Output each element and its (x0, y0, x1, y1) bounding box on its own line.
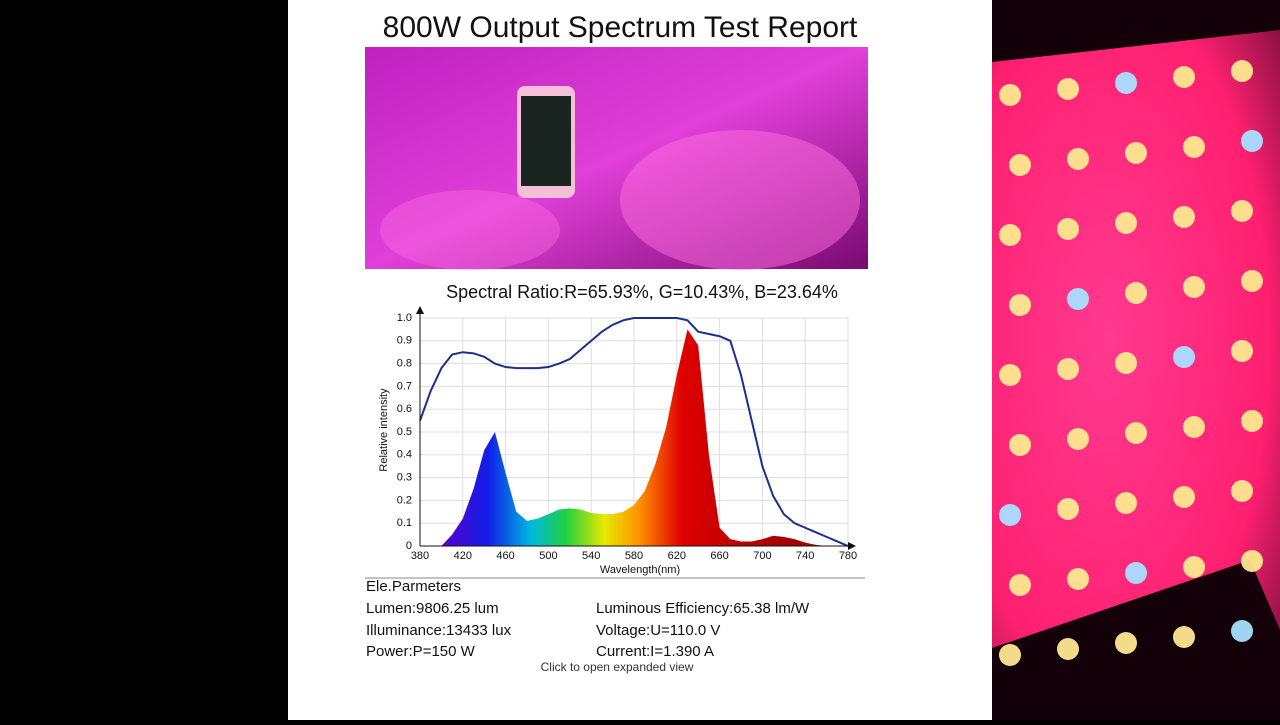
x-tick-label: 620 (668, 550, 686, 562)
led (999, 364, 1021, 386)
param: Current:I=1.390 A (596, 643, 714, 660)
led (1009, 154, 1031, 176)
y-tick-label: 0.5 (397, 426, 412, 438)
x-tick-label: 420 (454, 550, 472, 562)
led (1125, 142, 1147, 164)
param: Power:P=150 W (366, 643, 476, 660)
y-tick-label: 1.0 (397, 312, 412, 324)
led (1231, 480, 1253, 502)
y-tick-label: 0.7 (397, 380, 412, 392)
y-tick-label: 0.2 (397, 494, 412, 506)
led (1115, 212, 1137, 234)
y-tick-label: 0.4 (397, 449, 412, 461)
led (999, 84, 1021, 106)
y-axis-label: Relative intensity (378, 388, 390, 472)
led (1231, 620, 1253, 642)
led (1183, 136, 1205, 158)
x-tick-label: 380 (411, 550, 429, 562)
led (1067, 288, 1089, 310)
y-tick-label: 0.8 (397, 358, 412, 370)
led (1173, 626, 1195, 648)
led (1231, 60, 1253, 82)
led (1067, 148, 1089, 170)
x-tick-label: 740 (796, 550, 814, 562)
led (999, 224, 1021, 246)
led-panel (992, 30, 1280, 648)
y-tick-label: 0.9 (397, 335, 412, 347)
led (1183, 416, 1205, 438)
led (1241, 550, 1263, 572)
led (1173, 206, 1195, 228)
x-tick-label: 580 (625, 550, 643, 562)
envelope-line (419, 317, 849, 547)
report-title: 800W Output Spectrum Test Report (383, 11, 858, 44)
x-tick-label: 460 (496, 550, 514, 562)
led (1183, 556, 1205, 578)
param: Voltage:U=110.0 V (596, 622, 720, 639)
led (1125, 562, 1147, 584)
chart-title: Spectral Ratio:R=65.93%, G=10.43%, B=23.… (446, 282, 838, 302)
led (1067, 568, 1089, 590)
led (1231, 340, 1253, 362)
led (1241, 270, 1263, 292)
led (1183, 276, 1205, 298)
x-arrow (848, 542, 856, 550)
led (1009, 574, 1031, 596)
led (1173, 486, 1195, 508)
flowers (620, 130, 860, 270)
led (1009, 294, 1031, 316)
led (1241, 410, 1263, 432)
x-tick-label: 700 (753, 550, 771, 562)
led (999, 504, 1021, 526)
led (1173, 346, 1195, 368)
x-tick-label: 540 (582, 550, 600, 562)
led (1057, 78, 1079, 100)
expand-link[interactable]: Click to open expanded view (541, 660, 694, 674)
param: Lumen:9806.25 lum (366, 600, 499, 617)
params-heading: Ele.Parmeters (366, 578, 461, 595)
led (1067, 428, 1089, 450)
y-tick-label: 0.3 (397, 472, 412, 484)
param: Illuminance:13433 lux (366, 622, 512, 639)
led (1115, 352, 1137, 374)
led (1115, 492, 1137, 514)
y-arrow (416, 306, 424, 314)
led (1057, 218, 1079, 240)
led (1241, 130, 1263, 152)
led (1115, 632, 1137, 654)
y-tick-label: 0.1 (397, 517, 412, 529)
led (1115, 72, 1137, 94)
led (1057, 498, 1079, 520)
led (1173, 66, 1195, 88)
phone-screen (521, 96, 571, 186)
flowers (380, 190, 560, 270)
x-tick-label: 780 (839, 550, 857, 562)
x-tick-label: 500 (539, 550, 557, 562)
led (1231, 200, 1253, 222)
led (1009, 434, 1031, 456)
y-tick-label: 0 (406, 540, 412, 552)
param: Luminous Efficiency:65.38 lm/W (596, 600, 810, 617)
y-tick-label: 0.6 (397, 403, 412, 415)
led (1057, 358, 1079, 380)
spectrum-area (420, 329, 848, 546)
led (1057, 638, 1079, 660)
led (1125, 282, 1147, 304)
x-tick-label: 660 (710, 550, 728, 562)
x-axis-label: Wavelength(nm) (600, 564, 680, 576)
led (1125, 422, 1147, 444)
led (999, 644, 1021, 666)
